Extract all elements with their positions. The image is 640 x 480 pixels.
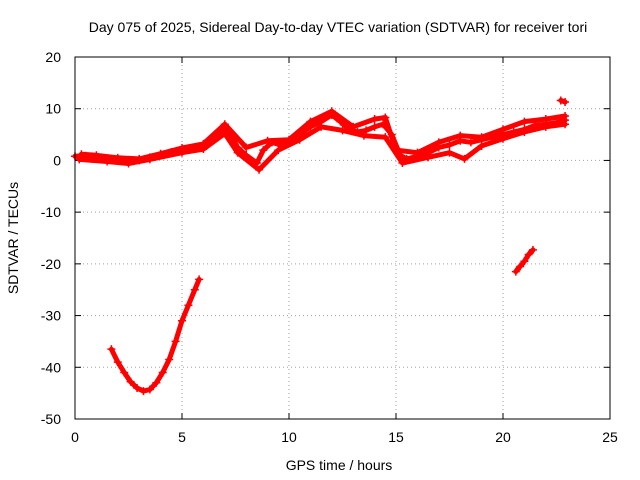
data-point	[413, 148, 422, 157]
data-point	[126, 377, 135, 386]
y-axis-label: SDTVAR / TECUs	[5, 182, 21, 294]
data-point	[306, 117, 315, 126]
data-point	[477, 141, 486, 150]
data-point	[561, 97, 570, 106]
y-tick-label: -40	[41, 359, 61, 375]
chart-title: Day 075 of 2025, Sidereal Day-to-day VTE…	[89, 19, 588, 35]
data-point	[152, 378, 161, 387]
data-point	[520, 257, 529, 266]
data-point	[434, 138, 443, 147]
data-point	[113, 358, 122, 367]
data-point	[145, 155, 154, 164]
data-point	[263, 136, 272, 145]
data-point	[120, 368, 129, 377]
data-point	[445, 148, 454, 157]
data-point	[295, 135, 304, 144]
data-point	[541, 122, 550, 131]
data-point	[190, 285, 199, 294]
data-point	[398, 159, 407, 168]
data-point	[259, 146, 268, 155]
y-tick-label: -30	[41, 308, 61, 324]
data-point	[255, 165, 264, 174]
data-point	[133, 383, 142, 392]
data-point	[124, 159, 133, 168]
data-point	[171, 337, 180, 346]
series-lower-track	[75, 120, 570, 174]
plot-frame	[74, 56, 611, 420]
data-point	[477, 133, 486, 142]
data-point	[274, 146, 283, 155]
series-line	[76, 121, 568, 173]
x-tick-label: 20	[495, 429, 511, 445]
data-point	[349, 122, 358, 131]
data-point	[103, 157, 112, 166]
data-point	[556, 96, 565, 105]
data-point	[370, 122, 379, 131]
x-tick-label: 0	[71, 429, 79, 445]
series-short-arc-3	[556, 96, 570, 106]
data-point	[561, 111, 570, 120]
data-point	[195, 275, 204, 284]
data-point	[242, 143, 251, 152]
data-point	[520, 117, 529, 126]
data-point	[178, 148, 186, 157]
y-tick-label: 0	[53, 152, 61, 168]
data-point	[220, 129, 229, 138]
data-point	[370, 115, 379, 124]
y-tick-label: 20	[45, 49, 61, 65]
data-layer	[71, 96, 570, 396]
y-tick-label: -50	[41, 411, 61, 427]
data-point	[75, 155, 84, 164]
data-point	[233, 148, 242, 157]
data-point	[178, 316, 186, 325]
series-short-arc-2	[511, 245, 537, 276]
data-point	[516, 262, 525, 271]
data-point	[184, 301, 193, 310]
y-tick-label: -20	[41, 256, 61, 272]
data-point	[381, 113, 390, 122]
data-point	[359, 131, 368, 140]
data-point	[520, 127, 529, 136]
data-point	[158, 368, 167, 377]
data-point	[165, 355, 174, 364]
data-point	[327, 107, 336, 116]
data-point	[338, 126, 347, 135]
data-point	[445, 140, 454, 149]
data-point	[92, 151, 101, 160]
x-tick-label: 25	[602, 429, 618, 445]
data-point	[460, 154, 469, 163]
data-point	[107, 345, 116, 354]
data-point	[528, 245, 537, 254]
data-point	[561, 120, 570, 129]
data-point	[145, 385, 154, 394]
data-point	[381, 133, 390, 142]
data-point	[362, 126, 371, 135]
series-short-arc-1	[107, 275, 204, 396]
x-tick-label: 15	[388, 429, 404, 445]
data-point	[499, 134, 507, 143]
data-point	[541, 115, 550, 124]
data-point	[199, 145, 208, 154]
data-point	[499, 125, 507, 134]
data-point	[511, 267, 520, 276]
grid	[75, 57, 610, 419]
data-point	[77, 150, 86, 159]
data-point	[317, 122, 326, 131]
x-tick-label: 10	[281, 429, 297, 445]
data-point	[220, 120, 229, 129]
data-point	[139, 387, 148, 396]
x-axis-label: GPS time / hours	[286, 457, 393, 473]
y-tick-label: -10	[41, 204, 61, 220]
data-point	[456, 131, 465, 140]
data-point	[466, 138, 475, 147]
data-point	[524, 250, 533, 259]
x-tick-label: 5	[178, 429, 186, 445]
y-tick-label: 10	[45, 101, 61, 117]
data-point	[424, 153, 433, 162]
